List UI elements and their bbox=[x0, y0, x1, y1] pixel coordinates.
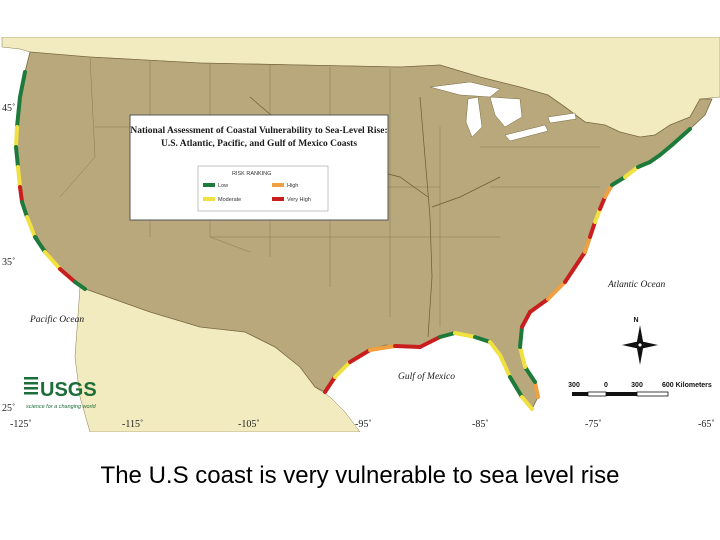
lon-label-125: -125˚ bbox=[10, 419, 32, 430]
pacific-ocean-label: Pacific Ocean bbox=[29, 314, 84, 325]
usgs-logo-text: USGS bbox=[40, 379, 97, 401]
legend-swatch-very-high bbox=[272, 197, 284, 201]
usgs-logo: USGS science for a changing world bbox=[24, 377, 97, 410]
legend-swatch-moderate bbox=[203, 197, 215, 201]
atlantic-coast-risk bbox=[518, 127, 692, 399]
lon-label-95: -95˚ bbox=[355, 419, 372, 430]
scale-bar: 300 0 300 600 Kilometers bbox=[568, 382, 712, 397]
legend-title-line1: National Assessment of Coastal Vulnerabi… bbox=[130, 126, 387, 136]
legend-swatch-high bbox=[272, 183, 284, 187]
usgs-tagline: science for a changing world bbox=[26, 404, 97, 410]
gulf-coast-risk bbox=[323, 331, 534, 411]
atlantic-ocean-label: Atlantic Ocean bbox=[607, 280, 665, 290]
scale-tick-0: 0 bbox=[604, 382, 608, 389]
lat-label-35: 35˚ bbox=[2, 257, 15, 268]
scale-tick-600: 600 Kilometers bbox=[662, 382, 712, 389]
legend: National Assessment of Coastal Vulnerabi… bbox=[129, 114, 389, 221]
scale-tick-300-right: 300 bbox=[631, 382, 643, 389]
legend-label-very-high: Very High bbox=[287, 197, 311, 203]
lake-erie bbox=[504, 124, 549, 142]
lake-michigan bbox=[465, 96, 483, 138]
legend-swatch-low bbox=[203, 183, 215, 187]
legend-label-moderate: Moderate bbox=[218, 197, 241, 203]
lon-label-65: -65˚ bbox=[698, 419, 715, 430]
lon-label-115: -115˚ bbox=[122, 419, 143, 430]
lon-label-75: -75˚ bbox=[585, 419, 602, 430]
lon-label-105: -105˚ bbox=[238, 419, 260, 430]
risk-ranking-box bbox=[197, 165, 329, 212]
risk-ranking-heading: RISK RANKING bbox=[232, 171, 271, 177]
legend-title-line2: U.S. Atlantic, Pacific, and Gulf of Mexi… bbox=[161, 139, 357, 149]
pacific-coast-risk bbox=[14, 70, 87, 291]
north-arrow-icon: N bbox=[622, 317, 658, 365]
lat-label-25: 25˚ bbox=[2, 403, 15, 414]
slide-caption: The U.S coast is very vulnerable to sea … bbox=[100, 462, 620, 489]
coastal-vulnerability-map: National Assessment of Coastal Vulnerabi… bbox=[0, 37, 720, 432]
legend-label-high: High bbox=[287, 183, 298, 189]
lake-superior bbox=[429, 81, 501, 98]
lon-label-85: -85˚ bbox=[472, 419, 489, 430]
lake-huron bbox=[489, 96, 523, 128]
scale-tick-300-left: 300 bbox=[568, 382, 580, 389]
legend-label-low: Low bbox=[218, 183, 228, 189]
gulf-of-mexico-label: Gulf of Mexico bbox=[398, 371, 455, 382]
lake-ontario bbox=[547, 112, 577, 124]
lat-label-45: 45˚ bbox=[2, 103, 15, 114]
north-label: N bbox=[633, 317, 638, 324]
